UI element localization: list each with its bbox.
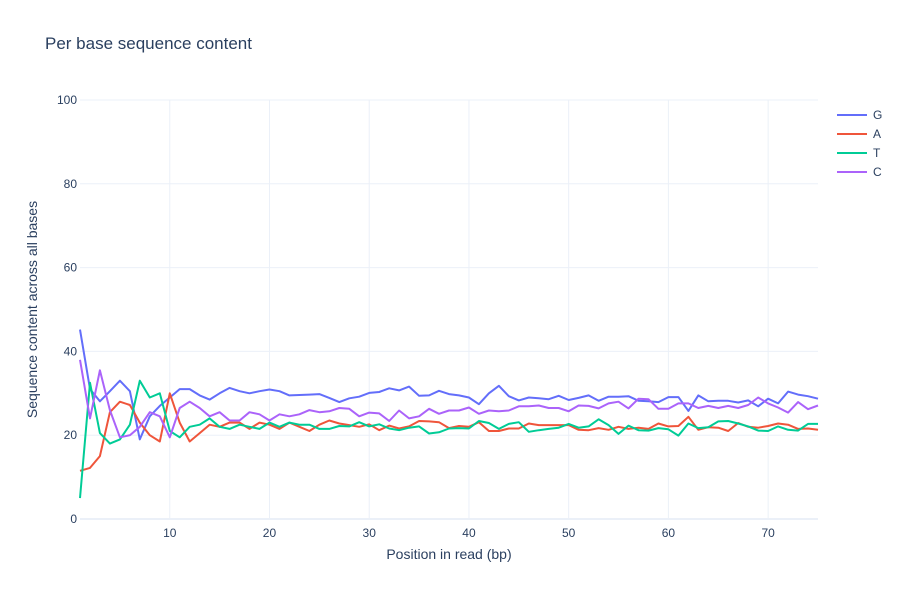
x-tick-label: 40	[462, 526, 476, 540]
x-tick-label: 50	[562, 526, 576, 540]
y-tick-label: 20	[64, 428, 78, 442]
grid-lines	[80, 99, 818, 520]
x-tick-label: 60	[662, 526, 676, 540]
y-tick-label: 100	[57, 93, 77, 107]
legend-label: C	[873, 165, 882, 179]
series-line-G[interactable]	[79, 329, 819, 441]
chart-title: Per base sequence content	[45, 34, 252, 53]
y-axis-title: Sequence content across all bases	[24, 201, 40, 418]
legend-item-A[interactable]: A	[837, 127, 881, 141]
x-axis-title: Position in read (bp)	[386, 546, 511, 562]
legend-label: A	[873, 127, 881, 141]
legend-item-T[interactable]: T	[837, 146, 881, 160]
series-line-A[interactable]	[79, 392, 819, 472]
legend-label: G	[873, 108, 882, 122]
legend-item-G[interactable]: G	[837, 108, 882, 122]
series-line-C[interactable]	[79, 359, 819, 439]
series-lines	[79, 329, 819, 499]
y-tick-label: 60	[64, 261, 78, 275]
y-tick-label: 0	[70, 512, 77, 526]
x-tick-label: 10	[163, 526, 177, 540]
x-tick-label: 30	[363, 526, 377, 540]
axes: 0 20 40 60 80 100 10 20 30 40 50 60 70	[57, 93, 775, 540]
legend-item-C[interactable]: C	[837, 165, 882, 179]
x-tick-label: 20	[263, 526, 277, 540]
y-tick-label: 80	[64, 177, 78, 191]
x-tick-label: 70	[761, 526, 775, 540]
series-line-T[interactable]	[79, 379, 818, 499]
y-tick-label: 40	[64, 344, 78, 358]
legend-label: T	[873, 146, 881, 160]
